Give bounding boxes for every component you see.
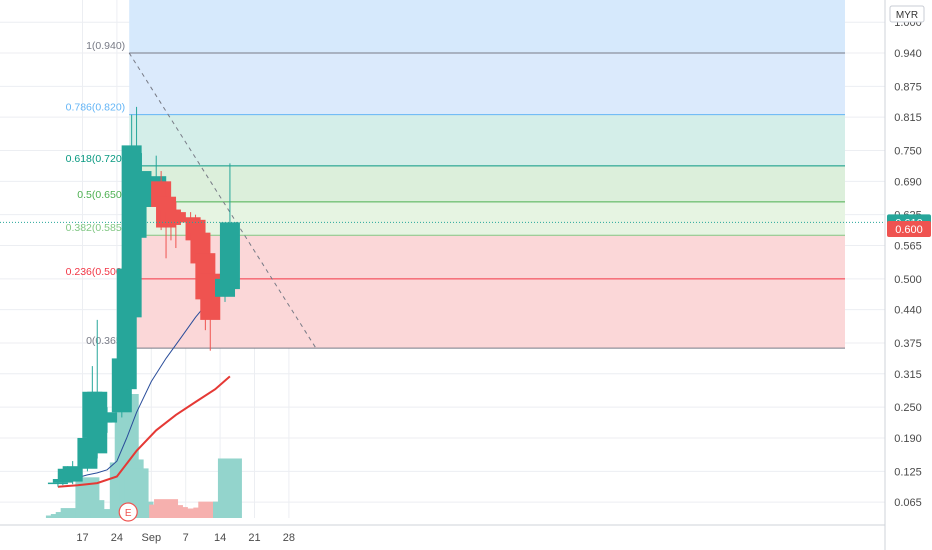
y-tick-label: 0.940 (894, 48, 922, 60)
y-tick-label: 0.250 (894, 402, 922, 414)
fib-label-0.236: 0.236(0.500) (66, 266, 126, 278)
y-tick-label: 0.750 (894, 146, 922, 158)
candles (47, 106, 240, 487)
x-tick-label: 24 (111, 532, 123, 544)
fib-zone-1 (129, 53, 845, 115)
volume-bar (217, 458, 242, 518)
candle-up (146, 176, 167, 187)
x-tick-label: 7 (183, 532, 189, 544)
candle-down (165, 212, 186, 223)
x-tick-label: Sep (142, 532, 162, 544)
fib-label-0.786: 0.786(0.820) (66, 102, 126, 114)
earnings-marker-label: E (125, 508, 132, 519)
y-tick-label: 0.065 (894, 497, 922, 509)
y-tick-label: 0.315 (894, 369, 922, 381)
x-tick-label: 17 (76, 532, 88, 544)
volume-bar (60, 508, 85, 518)
prev-price-label: 0.600 (895, 224, 923, 236)
moving-average-red (57, 375, 231, 488)
fibonacci-retracement[interactable]: 1(0.940) 0.786(0.820) 0.618(0.720) 0.5(0.65… (66, 0, 845, 349)
x-tick-label: 28 (283, 532, 295, 544)
volume-bar (163, 507, 188, 518)
volume-bars (45, 394, 242, 518)
y-tick-label: 0.690 (894, 176, 922, 188)
y-tick-label: 0.440 (894, 305, 922, 317)
fib-label-0: 0(0.365) (86, 335, 125, 347)
candle-up (97, 412, 118, 423)
fib-trend-line (128, 52, 317, 349)
fib-zone-0.236 (129, 278, 845, 349)
x-tick-label: 21 (248, 532, 260, 544)
x-tick-label: 14 (214, 532, 226, 544)
fib-zone-0.5 (129, 201, 845, 236)
y-tick-label: 0.190 (894, 433, 922, 445)
y-tick-label: 0.815 (894, 112, 922, 124)
currency-label: MYR (896, 10, 918, 21)
y-tick-label: 0.875 (894, 81, 922, 93)
fib-zone-0.382 (129, 235, 845, 279)
earnings-marker (118, 502, 138, 522)
candle-up (62, 466, 83, 482)
prev-price-label-box (887, 221, 931, 238)
markers: E (0, 221, 885, 522)
fib-label-1: 1(0.940) (86, 40, 125, 52)
candle-down (180, 217, 201, 223)
y-tick-label: 0.125 (894, 466, 922, 478)
y-tick-label: 0.500 (894, 274, 922, 286)
currency-box (889, 5, 925, 23)
y-tick-label: 0.565 (894, 240, 922, 252)
y-tick-label: 0.375 (894, 338, 922, 350)
candle-up (219, 222, 240, 290)
fib-zone-extension (129, 0, 845, 53)
volume-bar (95, 509, 120, 518)
candle-up (47, 482, 68, 485)
fib-zone-0.786 (129, 114, 845, 166)
fib-label-0.618: 0.618(0.720) (66, 153, 126, 165)
fib-label-0.5: 0.5(0.650) (77, 189, 125, 201)
fib-label-0.382: 0.382(0.585) (66, 222, 126, 234)
fib-zone-0.618 (129, 165, 845, 202)
